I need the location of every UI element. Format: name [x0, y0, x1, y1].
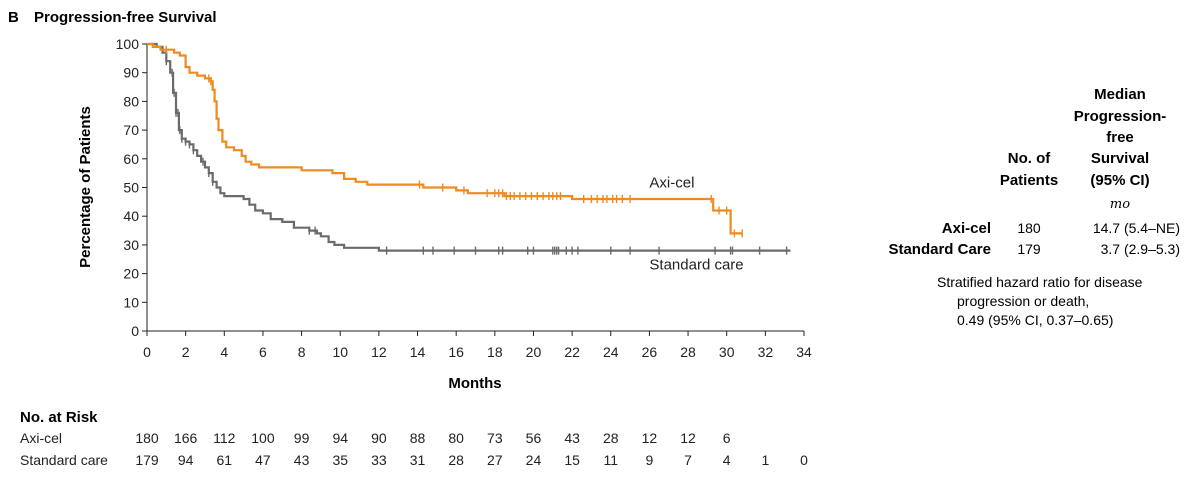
- col-patients-header-line-2: Patients: [1000, 172, 1058, 189]
- risk-value: 166: [174, 430, 198, 446]
- x-tick-label: 32: [758, 344, 774, 360]
- x-tick-label: 20: [526, 344, 542, 360]
- x-axis-label: Months: [448, 375, 501, 392]
- y-tick-label: 20: [123, 266, 139, 282]
- risk-value: 43: [294, 452, 310, 468]
- risk-value: 1: [761, 452, 769, 468]
- series-line-standard-care: [147, 42, 791, 252]
- risk-value: 33: [371, 452, 387, 468]
- summary-row-n: 180: [1017, 220, 1041, 236]
- risk-value: 112: [213, 430, 236, 446]
- col-median-header-line-2: Progression-: [1074, 108, 1167, 125]
- risk-value: 179: [135, 452, 159, 468]
- curve-label: Standard care: [649, 256, 743, 273]
- col-median-header-line-5: (95% CI): [1090, 172, 1149, 189]
- risk-value: 24: [526, 452, 542, 468]
- x-tick-label: 28: [680, 344, 696, 360]
- risk-value: 28: [603, 430, 619, 446]
- risk-value: 94: [332, 430, 348, 446]
- risk-value: 43: [564, 430, 580, 446]
- y-axis-label: Percentage of Patients: [77, 106, 94, 268]
- x-tick-label: 12: [371, 344, 387, 360]
- x-tick-label: 2: [182, 344, 190, 360]
- risk-value: 12: [680, 430, 696, 446]
- y-tick-label: 30: [123, 237, 139, 253]
- col-patients-header-line-1: No. of: [1008, 150, 1051, 167]
- risk-row-label: Standard care: [20, 452, 108, 468]
- y-tick-label: 40: [123, 208, 139, 224]
- y-tick-label: 60: [123, 151, 139, 167]
- x-tick-label: 22: [564, 344, 580, 360]
- risk-value: 7: [684, 452, 692, 468]
- risk-value: 12: [642, 430, 658, 446]
- risk-value: 61: [217, 452, 233, 468]
- risk-value: 11: [603, 452, 618, 468]
- risk-value: 4: [723, 452, 731, 468]
- summary-row-label: Standard Care: [888, 241, 991, 258]
- risk-value: 99: [294, 430, 310, 446]
- y-tick-label: 10: [123, 294, 139, 310]
- summary-row-label: Axi-cel: [942, 220, 991, 237]
- risk-value: 31: [410, 452, 426, 468]
- y-tick-label: 0: [131, 323, 139, 339]
- x-tick-label: 34: [796, 344, 812, 360]
- risk-value: 15: [564, 452, 580, 468]
- x-tick-label: 6: [259, 344, 267, 360]
- col-median-header-line-1: Median: [1094, 86, 1146, 103]
- median-unit: mo: [1110, 197, 1130, 212]
- risk-value: 73: [487, 430, 503, 446]
- y-tick-label: 80: [123, 93, 139, 109]
- x-tick-label: 26: [642, 344, 658, 360]
- risk-value: 0: [800, 452, 808, 468]
- hazard-ratio-line-2: progression or death,: [957, 293, 1089, 309]
- risk-value: 47: [255, 452, 271, 468]
- x-tick-label: 0: [143, 344, 151, 360]
- x-tick-label: 8: [298, 344, 306, 360]
- risk-value: 9: [646, 452, 654, 468]
- x-tick-label: 4: [220, 344, 228, 360]
- risk-value: 90: [371, 430, 387, 446]
- y-tick-label: 70: [123, 122, 139, 138]
- risk-value: 94: [178, 452, 194, 468]
- x-tick-label: 14: [410, 344, 426, 360]
- summary-row-n: 179: [1017, 241, 1041, 257]
- risk-value: 6: [723, 430, 731, 446]
- risk-table-heading: No. at Risk: [20, 409, 98, 426]
- risk-row-label: Axi-cel: [20, 430, 62, 446]
- panel-title: Progression-free Survival: [34, 9, 217, 26]
- risk-value: 56: [526, 430, 542, 446]
- x-tick-label: 18: [487, 344, 503, 360]
- risk-value: 28: [448, 452, 464, 468]
- y-tick-label: 90: [123, 65, 139, 81]
- summary-row-median: 3.7 (2.9–5.3): [1101, 241, 1180, 257]
- x-tick-label: 30: [719, 344, 735, 360]
- panel-letter: B: [8, 9, 19, 26]
- col-median-header-line-4: Survival: [1091, 150, 1149, 167]
- curve-label: Axi-cel: [649, 175, 694, 192]
- risk-value: 100: [251, 430, 275, 446]
- risk-value: 35: [332, 452, 348, 468]
- risk-value: 80: [448, 430, 464, 446]
- x-tick-label: 24: [603, 344, 619, 360]
- x-tick-label: 10: [332, 344, 348, 360]
- series-line-axi-cel: [147, 42, 743, 235]
- hazard-ratio-line-3: 0.49 (95% CI, 0.37–0.65): [957, 312, 1113, 328]
- hazard-ratio-line-1: Stratified hazard ratio for disease: [937, 274, 1143, 290]
- x-tick-label: 16: [448, 344, 464, 360]
- risk-value: 180: [135, 430, 159, 446]
- y-tick-label: 100: [116, 36, 140, 52]
- risk-value: 88: [410, 430, 426, 446]
- summary-table: No. of Patients Median Progression- free…: [888, 86, 1180, 328]
- col-median-header-line-3: free: [1106, 129, 1134, 146]
- summary-row-median: 14.7 (5.4–NE): [1093, 220, 1180, 236]
- risk-value: 27: [487, 452, 503, 468]
- y-tick-label: 50: [123, 180, 139, 196]
